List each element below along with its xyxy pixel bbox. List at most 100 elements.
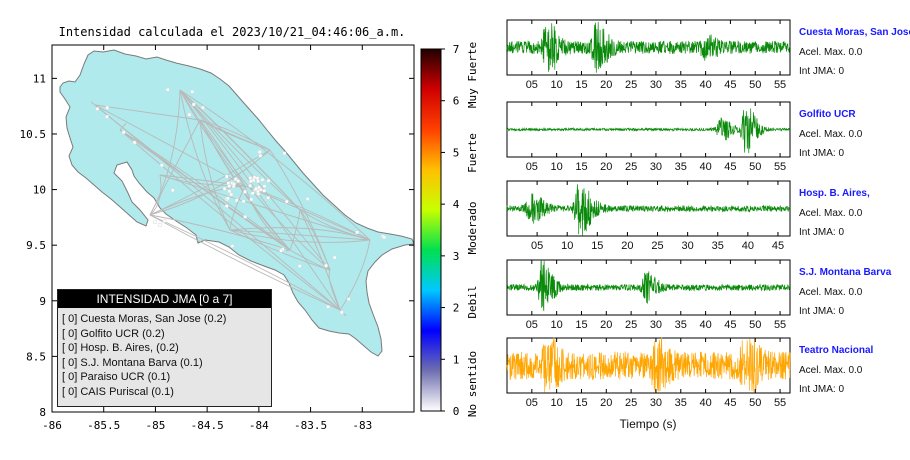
map-x-axis: -86 -85.5 -85 -84.5 -84 -83.5 -83 — [42, 45, 372, 432]
map-y-tick-label: 9 — [39, 295, 46, 308]
map-x-tick-label: -85.5 — [87, 419, 120, 432]
time-tick-label: 05 — [526, 397, 538, 409]
time-tick-label: 45 — [724, 397, 736, 409]
accel-max-label: Acel. Max. 0.0 — [799, 47, 863, 58]
time-tick-label: 30 — [682, 240, 694, 252]
jma-intensity-label: Int JMA: 0 — [799, 66, 844, 77]
time-tick-label: 45 — [724, 161, 736, 173]
time-tick-label: 05 — [526, 161, 538, 173]
seismogram-panels: 05 10 15 20 25 30 35 40 45 50 55 Cuesta Moras, San … — [506, 19, 910, 409]
accel-max-label: Acel. Max. 0.0 — [799, 129, 863, 140]
seismogram-panel: 05 10 15 20 25 30 35 40 45 50 55 Teatro Nacional Ace… — [506, 337, 873, 409]
time-tick-label: 20 — [600, 397, 612, 409]
map-y-tick-label: 8.5 — [26, 350, 46, 363]
time-tick-label: 45 — [724, 319, 736, 331]
time-tick-label: 30 — [650, 79, 662, 91]
time-tick-label: 25 — [625, 161, 637, 173]
time-tick-label: 35 — [712, 240, 724, 252]
time-tick-label: 55 — [774, 397, 786, 409]
time-tick-label: 50 — [749, 161, 761, 173]
jma-intensity-label: Int JMA: 0 — [799, 384, 844, 395]
time-tick-label: 50 — [749, 319, 761, 331]
time-tick-label: 15 — [575, 79, 587, 91]
time-tick-label: 20 — [621, 240, 633, 252]
time-tick-label: 40 — [699, 161, 711, 173]
time-tick-label: 10 — [551, 397, 563, 409]
station-markers — [95, 87, 387, 315]
time-tick-label: 15 — [575, 161, 587, 173]
colorbar-tick-label: 4 — [453, 198, 460, 211]
time-tick-label: 30 — [650, 319, 662, 331]
station-title: Teatro Nacional — [799, 345, 873, 356]
map-x-tick-label: -84 — [249, 419, 269, 432]
map-y-tick-label: 10.5 — [20, 128, 47, 141]
time-tick-label: 55 — [774, 319, 786, 331]
map-y-tick-label: 8 — [39, 406, 46, 419]
accel-max-label: Acel. Max. 0.0 — [799, 208, 863, 219]
jma-intensity-label: Int JMA: 0 — [799, 306, 844, 317]
time-tick-label: 20 — [600, 161, 612, 173]
waveform-trace — [506, 260, 791, 312]
map-x-tick-label: -83 — [352, 419, 372, 432]
time-axis-label: Tiempo (s) — [620, 417, 677, 431]
time-tick-label: 45 — [724, 79, 736, 91]
time-tick-label: 55 — [774, 79, 786, 91]
colorbar-category-label: Muy Fuerte — [466, 42, 479, 108]
colorbar-tick-label: 7 — [453, 43, 460, 56]
accel-max-label: Acel. Max. 0.0 — [799, 365, 863, 376]
colorbar-tick-label: 0 — [453, 405, 460, 418]
time-tick-label: 10 — [561, 240, 573, 252]
colorbar-category-label: No sentido — [466, 351, 479, 417]
map-x-tick-label: -83.5 — [294, 419, 327, 432]
time-tick-label: 40 — [699, 79, 711, 91]
time-tick-label: 30 — [650, 161, 662, 173]
colorbar-tick-label: 5 — [453, 146, 460, 159]
time-tick-label: 10 — [551, 79, 563, 91]
time-tick-label: 40 — [742, 240, 754, 252]
time-tick-label: 15 — [575, 397, 587, 409]
jma-intensity-label: Int JMA: 0 — [799, 227, 844, 238]
time-tick-label: 25 — [625, 397, 637, 409]
legend-item: [ 0] Hosp. B. Aires, (0.2) — [62, 342, 179, 354]
colorbar-tick-label: 1 — [453, 353, 460, 366]
intensity-colorbar: 0 1 2 3 4 5 6 7 No sentido Debil Moderado Fuerte Mu… — [420, 42, 479, 418]
time-tick-label: 35 — [675, 79, 687, 91]
colorbar-category-label: Moderado — [466, 202, 479, 255]
time-tick-label: 05 — [531, 240, 543, 252]
seismogram-panel: 05 10 15 20 25 30 35 40 45 50 55 S.J. Montana Barva… — [506, 259, 892, 331]
colorbar-tick-label: 6 — [453, 95, 460, 108]
accel-max-label: Acel. Max. 0.0 — [799, 287, 863, 298]
waveform-trace — [506, 184, 791, 236]
time-tick-label: 45 — [772, 240, 784, 252]
map-y-axis: 11 10.5 10 9.5 9 8.5 8 — [20, 72, 414, 419]
time-tick-label: 20 — [600, 319, 612, 331]
map-y-tick-label: 9.5 — [26, 239, 46, 252]
station-title: Hosp. B. Aires, — [799, 188, 870, 199]
intensity-legend: INTENSIDAD JMA [0 a 7] [ 0] Cuesta Moras… — [57, 289, 272, 407]
time-tick-label: 10 — [551, 161, 563, 173]
time-tick-label: 40 — [699, 397, 711, 409]
legend-item: [ 0] Paraiso UCR (0.1) — [62, 371, 171, 383]
colorbar-category-label: Debil — [466, 285, 479, 318]
time-tick-label: 25 — [625, 319, 637, 331]
time-tick-label: 25 — [625, 79, 637, 91]
station-title: Golfito UCR — [799, 109, 856, 120]
time-tick-label: 10 — [551, 319, 563, 331]
time-tick-label: 15 — [591, 240, 603, 252]
seismogram-panel: 05 10 15 20 25 30 35 40 45 Hosp. B. Aires, Acel. M… — [506, 180, 870, 252]
waveform-trace — [506, 21, 791, 73]
map-x-tick-label: -84.5 — [191, 419, 224, 432]
time-tick-label: 35 — [675, 319, 687, 331]
seismogram-panel: 05 10 15 20 25 30 35 40 45 50 55 Cuesta Moras, San … — [506, 19, 910, 91]
map-y-tick-label: 10 — [33, 184, 46, 197]
legend-item: [ 0] Cuesta Moras, San Jose (0.2) — [62, 313, 227, 325]
colorbar-categories: No sentido Debil Moderado Fuerte Muy Fuerte — [466, 42, 479, 417]
colorbar-category-label: Fuerte — [466, 133, 479, 173]
map-y-tick-label: 11 — [33, 72, 46, 85]
time-tick-label: 05 — [526, 319, 538, 331]
waveform-trace — [506, 108, 791, 154]
station-title: S.J. Montana Barva — [799, 267, 892, 278]
time-tick-label: 35 — [675, 397, 687, 409]
time-tick-label: 50 — [749, 79, 761, 91]
